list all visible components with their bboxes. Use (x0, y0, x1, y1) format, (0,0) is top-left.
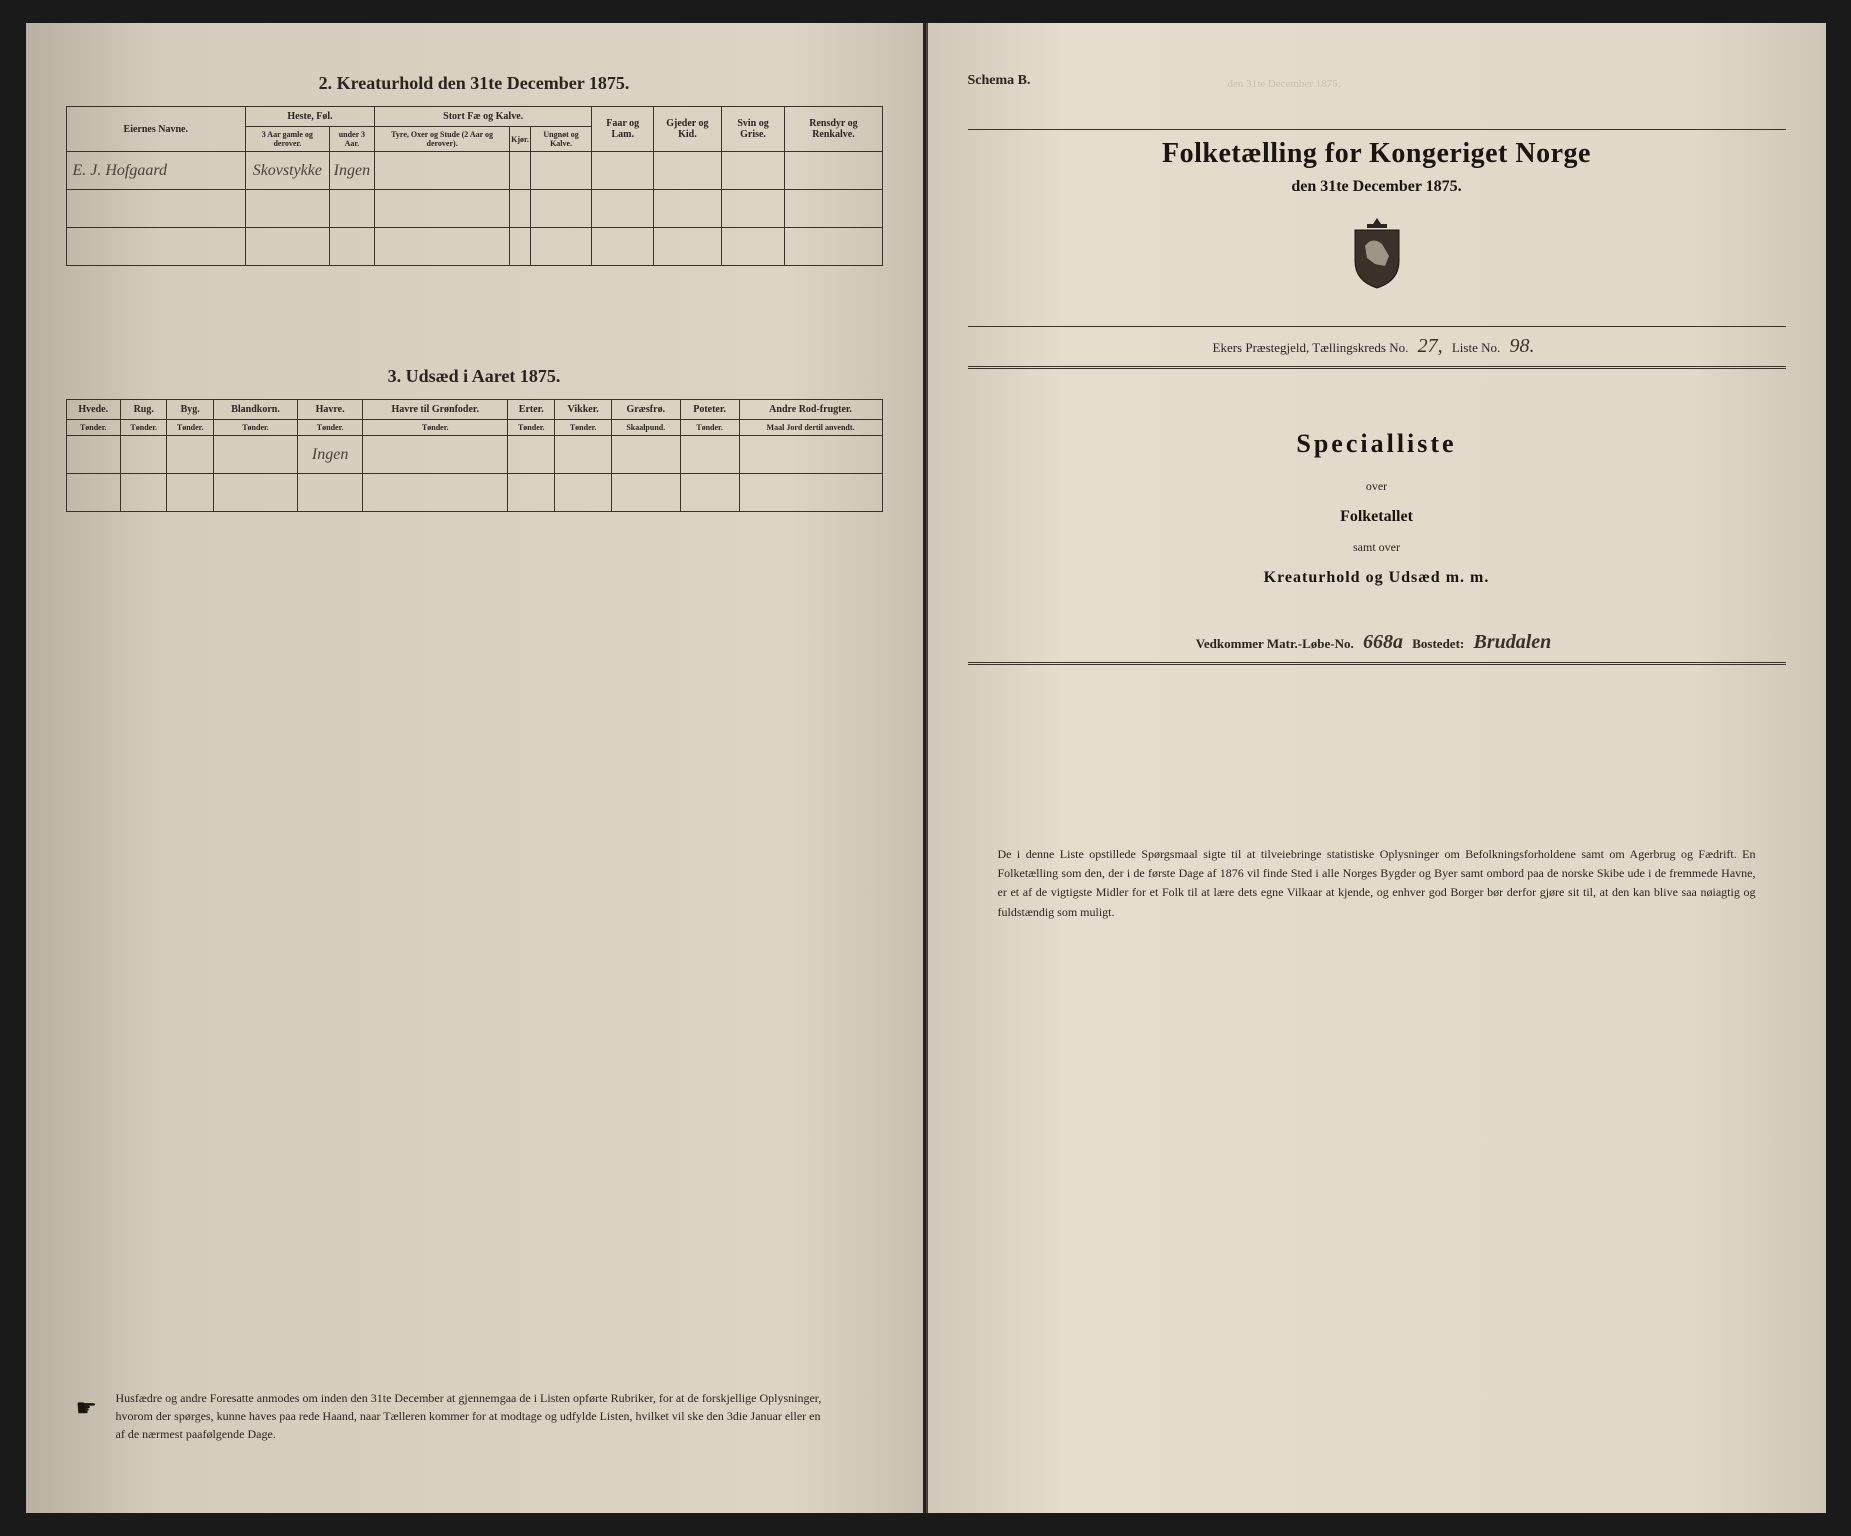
col-horses: Heste, Føl. (246, 107, 375, 127)
table-row (66, 228, 882, 266)
seed-col: Blandkorn. (213, 400, 297, 420)
divider (968, 129, 1786, 130)
seed-unit: Tønder. (120, 420, 166, 436)
matr-no: 668a (1357, 631, 1409, 653)
sub-h1: 3 Aar gamle og derover. (246, 127, 330, 152)
cell (654, 152, 722, 190)
over-label: over (968, 479, 1786, 494)
seed-unit: Tønder. (213, 420, 297, 436)
cell: Ingen (329, 152, 374, 190)
cell: Ingen (298, 436, 363, 474)
bottom-paragraph: De i denne Liste opstillede Spørgsmaal s… (968, 845, 1786, 922)
col-cattle: Stort Fæ og Kalve. (375, 107, 592, 127)
seed-col: Havre. (298, 400, 363, 420)
section2-title: 2. Kreaturhold den 31te December 1875. (66, 73, 883, 94)
cell (530, 152, 591, 190)
book-spread: 2. Kreaturhold den 31te December 1875. E… (26, 23, 1826, 1513)
table-row (66, 474, 882, 512)
footer-text: Husfædre og andre Foresatte anmodes om i… (116, 1391, 822, 1441)
seed-unit: Tønder. (555, 420, 612, 436)
col-reindeer: Rensdyr og Renkalve. (785, 107, 882, 152)
col-sheep: Faar og Lam. (592, 107, 654, 152)
seed-col: Erter. (508, 400, 555, 420)
seed-table: Hvede.Rug.Byg.Blandkorn.Havre.Havre til … (66, 399, 883, 512)
cell (375, 152, 510, 190)
main-subtitle: den 31te December 1875. (968, 178, 1786, 196)
coat-of-arms-icon (968, 216, 1786, 296)
bosted-name: Brudalen (1467, 631, 1557, 653)
kreds-no: 27, (1412, 335, 1449, 357)
divider-double (968, 366, 1786, 369)
folketallet-label: Folketallet (968, 508, 1786, 526)
pointing-hand-icon: ☛ (76, 1391, 98, 1427)
seed-unit: Tønder. (363, 420, 508, 436)
seed-unit: Maal Jord dertil anvendt. (739, 420, 882, 436)
seed-col: Vikker. (555, 400, 612, 420)
footer-note-container: ☛ Husfædre og andre Foresatte anmodes om… (86, 1309, 863, 1443)
right-page: den 31te December 1875. Schema B. Folket… (926, 23, 1826, 1513)
table-row: Ingen (66, 436, 882, 474)
seed-unit: Tønder. (298, 420, 363, 436)
special-title: Specialliste (968, 429, 1786, 459)
cell (510, 152, 531, 190)
ref-prefix: Ekers Præstegjeld, Tællingskreds No. (1213, 340, 1409, 355)
matr-prefix: Vedkommer Matr.-Løbe-No. (1196, 636, 1354, 651)
seed-header-row: Hvede.Rug.Byg.Blandkorn.Havre.Havre til … (66, 400, 882, 420)
ref-line: Ekers Præstegjeld, Tællingskreds No. 27,… (968, 335, 1786, 358)
seed-col: Byg. (167, 400, 213, 420)
section3-title: 3. Udsæd i Aaret 1875. (66, 366, 883, 387)
cell (721, 152, 785, 190)
seed-unit: Tønder. (66, 420, 120, 436)
cell (785, 152, 882, 190)
main-title: Folketælling for Kongeriget Norge (968, 138, 1786, 170)
col-owner: Eiernes Navne. (66, 107, 246, 152)
seed-unit: Skaalpund. (612, 420, 680, 436)
sub-h4: Kjør. (510, 127, 531, 152)
seed-col: Hvede. (66, 400, 120, 420)
liste-label: Liste No. (1452, 340, 1500, 355)
owner-name: E. J. Hofgaard (66, 152, 246, 190)
seed-col: Havre til Grønfoder. (363, 400, 508, 420)
table-row (66, 190, 882, 228)
seed-col: Poteter. (680, 400, 739, 420)
seed-unit: Tønder. (167, 420, 213, 436)
matr-line: Vedkommer Matr.-Løbe-No. 668a Bostedet: … (968, 631, 1786, 654)
seed-sub-row: Tønder.Tønder.Tønder.Tønder.Tønder.Tønde… (66, 420, 882, 436)
sub-h5: Ungnøt og Kalve. (530, 127, 591, 152)
seed-unit: Tønder. (680, 420, 739, 436)
kreatur-label: Kreaturhold og Udsæd m. m. (968, 569, 1786, 587)
liste-no: 98. (1503, 335, 1540, 357)
cell: Skovstykke (246, 152, 330, 190)
schema-label: Schema B. (968, 73, 1786, 89)
divider (968, 326, 1786, 327)
seed-unit: Tønder. (508, 420, 555, 436)
sub-h3: Tyre, Oxer og Stude (2 Aar og derover). (375, 127, 510, 152)
bosted-label: Bostedet: (1412, 636, 1464, 651)
cell (592, 152, 654, 190)
samt-label: samt over (968, 540, 1786, 555)
sub-h2: under 3 Aar. (329, 127, 374, 152)
seed-col: Andre Rod-frugter. (739, 400, 882, 420)
left-page: 2. Kreaturhold den 31te December 1875. E… (26, 23, 926, 1513)
table-row: E. J. Hofgaard Skovstykke Ingen (66, 152, 882, 190)
footer-note: ☛ Husfædre og andre Foresatte anmodes om… (86, 1389, 863, 1443)
seed-col: Rug. (120, 400, 166, 420)
col-pigs: Svin og Grise. (721, 107, 785, 152)
seed-col: Græsfrø. (612, 400, 680, 420)
divider-double (968, 662, 1786, 665)
livestock-table: Eiernes Navne. Heste, Føl. Stort Fæ og K… (66, 106, 883, 266)
col-goats: Gjeder og Kid. (654, 107, 722, 152)
